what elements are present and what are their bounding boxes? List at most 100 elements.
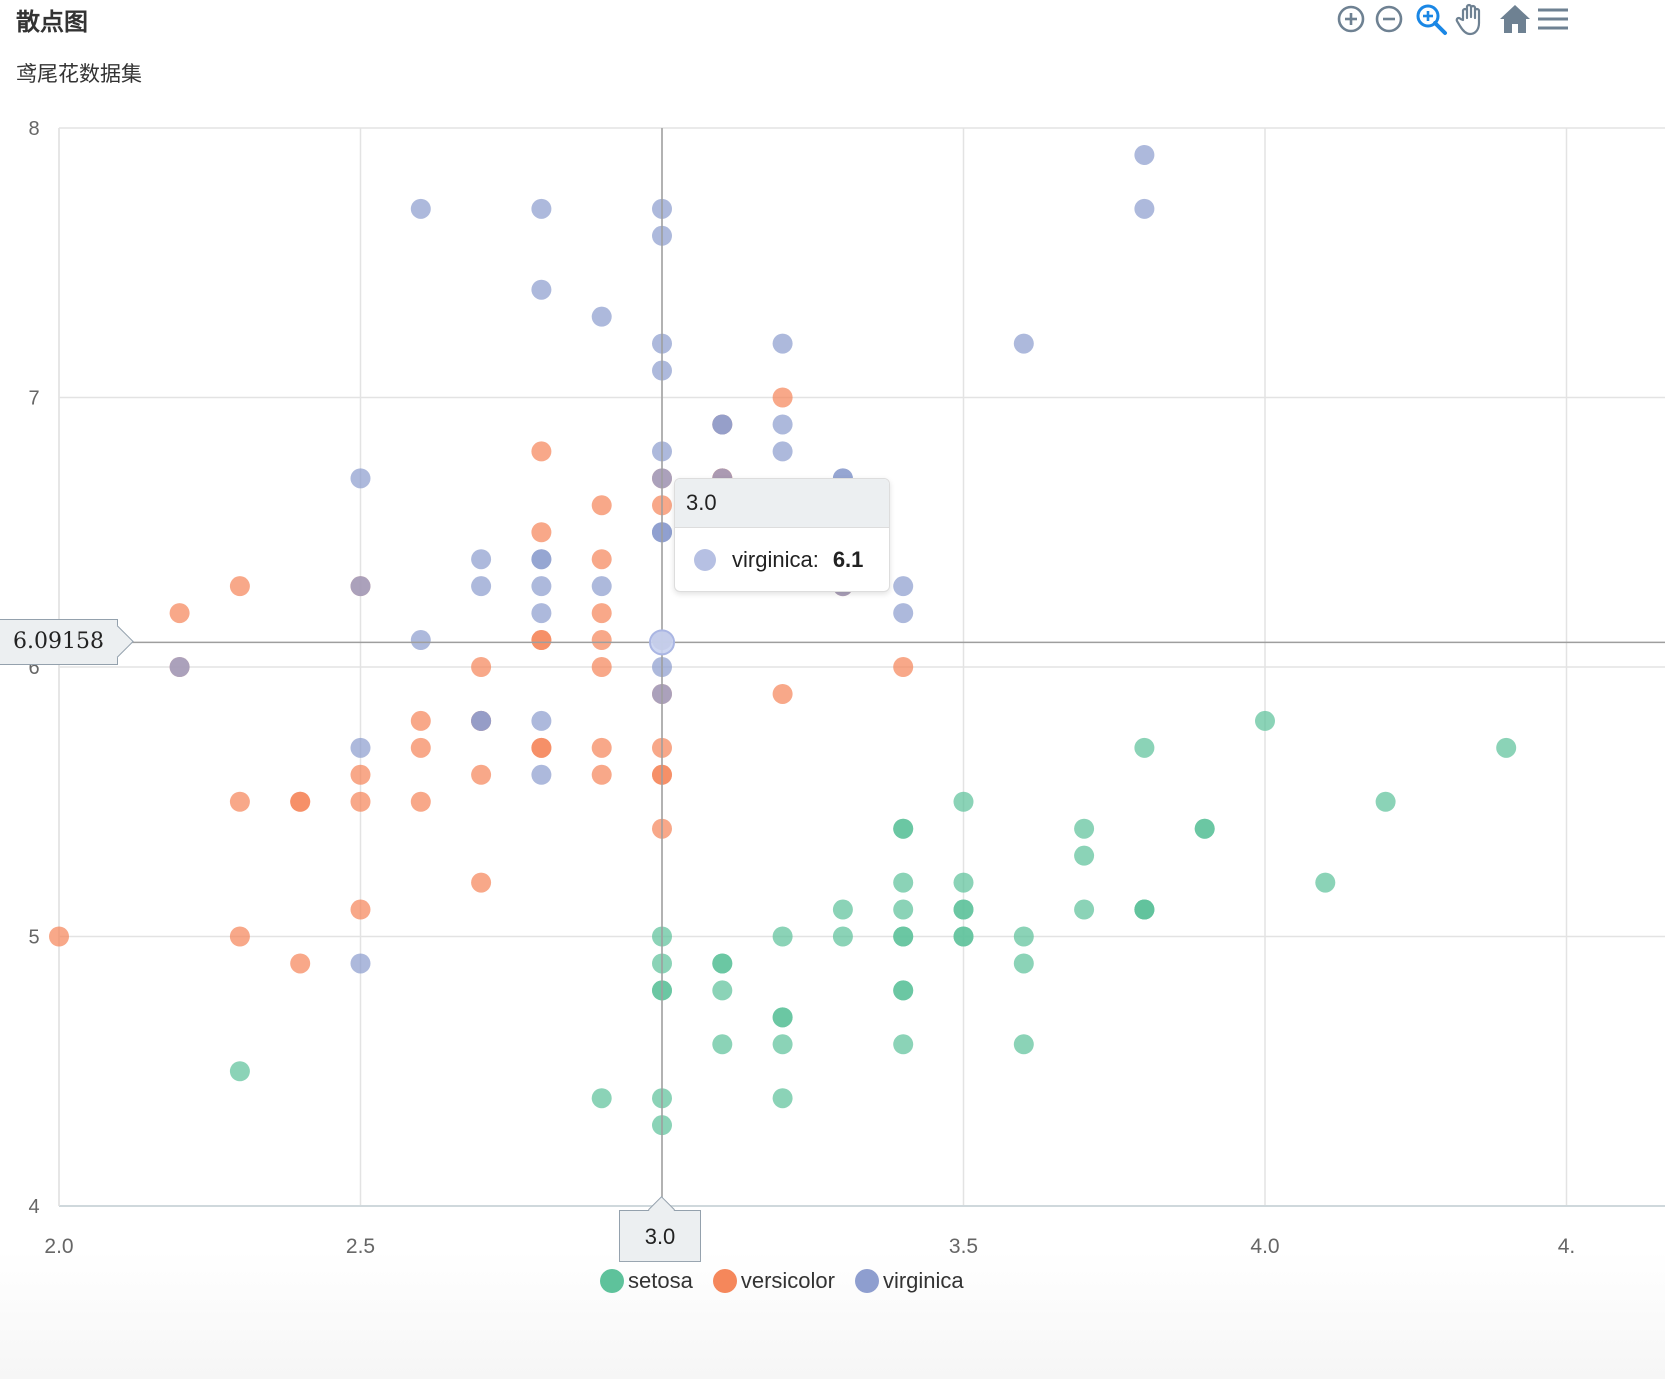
setosa-point[interactable] [772, 1007, 793, 1028]
virginica-point[interactable] [772, 414, 793, 435]
setosa-point[interactable] [832, 899, 853, 920]
setosa-point[interactable] [229, 1061, 250, 1082]
versicolor-point[interactable] [350, 764, 371, 785]
setosa-point[interactable] [953, 899, 974, 920]
virginica-point[interactable] [410, 630, 431, 651]
setosa-point[interactable] [1194, 818, 1215, 839]
virginica-point[interactable] [531, 279, 552, 300]
versicolor-point[interactable] [893, 657, 914, 677]
versicolor-point[interactable] [471, 657, 492, 677]
setosa-point[interactable] [953, 872, 974, 893]
pan-hand-icon[interactable] [1454, 2, 1488, 36]
setosa-point[interactable] [1013, 926, 1034, 947]
versicolor-point[interactable] [471, 764, 492, 785]
setosa-point[interactable] [893, 818, 914, 839]
setosa-point[interactable] [1013, 953, 1034, 974]
virginica-point[interactable] [350, 737, 371, 758]
zoom-out-icon[interactable] [1372, 2, 1406, 36]
setosa-point[interactable] [1074, 845, 1095, 866]
versicolor-point[interactable] [772, 683, 793, 704]
setosa-point[interactable] [893, 980, 914, 1001]
virginica-point[interactable] [471, 549, 492, 570]
setosa-point[interactable] [772, 1088, 793, 1109]
versicolor-point[interactable] [290, 791, 311, 812]
versicolor-point[interactable] [591, 603, 612, 624]
virginica-point[interactable] [1134, 144, 1155, 165]
virginica-point[interactable] [531, 764, 552, 785]
versicolor-point[interactable] [410, 791, 431, 812]
versicolor-point[interactable] [350, 791, 371, 812]
setosa-point[interactable] [712, 953, 733, 974]
legend-item-virginica[interactable]: virginica [854, 1268, 964, 1294]
versicolor-point[interactable] [229, 576, 250, 597]
setosa-point[interactable] [893, 899, 914, 920]
setosa-point[interactable] [893, 1034, 914, 1055]
virginica-point[interactable] [471, 710, 492, 731]
versicolor-point[interactable] [591, 657, 612, 677]
virginica-point[interactable] [350, 576, 371, 597]
virginica-point[interactable] [531, 710, 552, 731]
virginica-point[interactable] [169, 657, 190, 677]
virginica-point[interactable] [531, 549, 552, 570]
versicolor-point[interactable] [471, 872, 492, 893]
magnify-icon[interactable] [1414, 2, 1448, 36]
setosa-point[interactable] [832, 926, 853, 947]
setosa-point[interactable] [712, 980, 733, 1001]
setosa-point[interactable] [1134, 737, 1155, 758]
legend-item-setosa[interactable]: setosa [600, 1268, 693, 1294]
setosa-point[interactable] [712, 1034, 733, 1055]
versicolor-point[interactable] [169, 603, 190, 624]
virginica-point[interactable] [1013, 333, 1034, 354]
versicolor-point[interactable] [49, 926, 69, 947]
virginica-point[interactable] [591, 576, 612, 597]
versicolor-point[interactable] [350, 899, 371, 920]
legend-item-versicolor[interactable]: versicolor [712, 1268, 835, 1294]
setosa-point[interactable] [1074, 899, 1095, 920]
virginica-point[interactable] [410, 198, 431, 219]
virginica-point[interactable] [531, 198, 552, 219]
virginica-point[interactable] [712, 414, 733, 435]
virginica-point[interactable] [350, 468, 371, 489]
virginica-point[interactable] [893, 603, 914, 624]
versicolor-point[interactable] [410, 737, 431, 758]
virginica-point[interactable] [531, 603, 552, 624]
versicolor-point[interactable] [531, 441, 552, 462]
setosa-point[interactable] [772, 1034, 793, 1055]
virginica-point[interactable] [772, 441, 793, 462]
virginica-point[interactable] [531, 576, 552, 597]
setosa-point[interactable] [1255, 710, 1275, 731]
setosa-point[interactable] [1315, 872, 1336, 893]
setosa-point[interactable] [893, 872, 914, 893]
versicolor-point[interactable] [772, 387, 793, 408]
versicolor-point[interactable] [229, 926, 250, 947]
setosa-point[interactable] [953, 791, 974, 812]
virginica-point[interactable] [591, 306, 612, 327]
versicolor-point[interactable] [290, 953, 311, 974]
versicolor-point[interactable] [591, 737, 612, 758]
setosa-point[interactable] [893, 926, 914, 947]
setosa-point[interactable] [1496, 737, 1517, 758]
setosa-point[interactable] [953, 926, 974, 947]
menu-icon[interactable] [1536, 2, 1570, 36]
virginica-point[interactable] [1134, 198, 1155, 219]
home-icon[interactable] [1498, 2, 1532, 36]
virginica-point[interactable] [893, 576, 914, 597]
versicolor-point[interactable] [531, 630, 552, 651]
virginica-point[interactable] [772, 333, 793, 354]
versicolor-point[interactable] [531, 522, 552, 543]
setosa-point[interactable] [1375, 791, 1396, 812]
hovered-point[interactable] [649, 629, 675, 656]
versicolor-point[interactable] [531, 737, 552, 758]
virginica-point[interactable] [350, 953, 371, 974]
setosa-point[interactable] [1134, 899, 1155, 920]
setosa-point[interactable] [1074, 818, 1095, 839]
setosa-point[interactable] [772, 926, 793, 947]
versicolor-point[interactable] [591, 495, 612, 516]
versicolor-point[interactable] [591, 630, 612, 651]
versicolor-point[interactable] [591, 549, 612, 570]
virginica-point[interactable] [471, 576, 492, 597]
versicolor-point[interactable] [591, 764, 612, 785]
versicolor-point[interactable] [229, 791, 250, 812]
versicolor-point[interactable] [410, 710, 431, 731]
